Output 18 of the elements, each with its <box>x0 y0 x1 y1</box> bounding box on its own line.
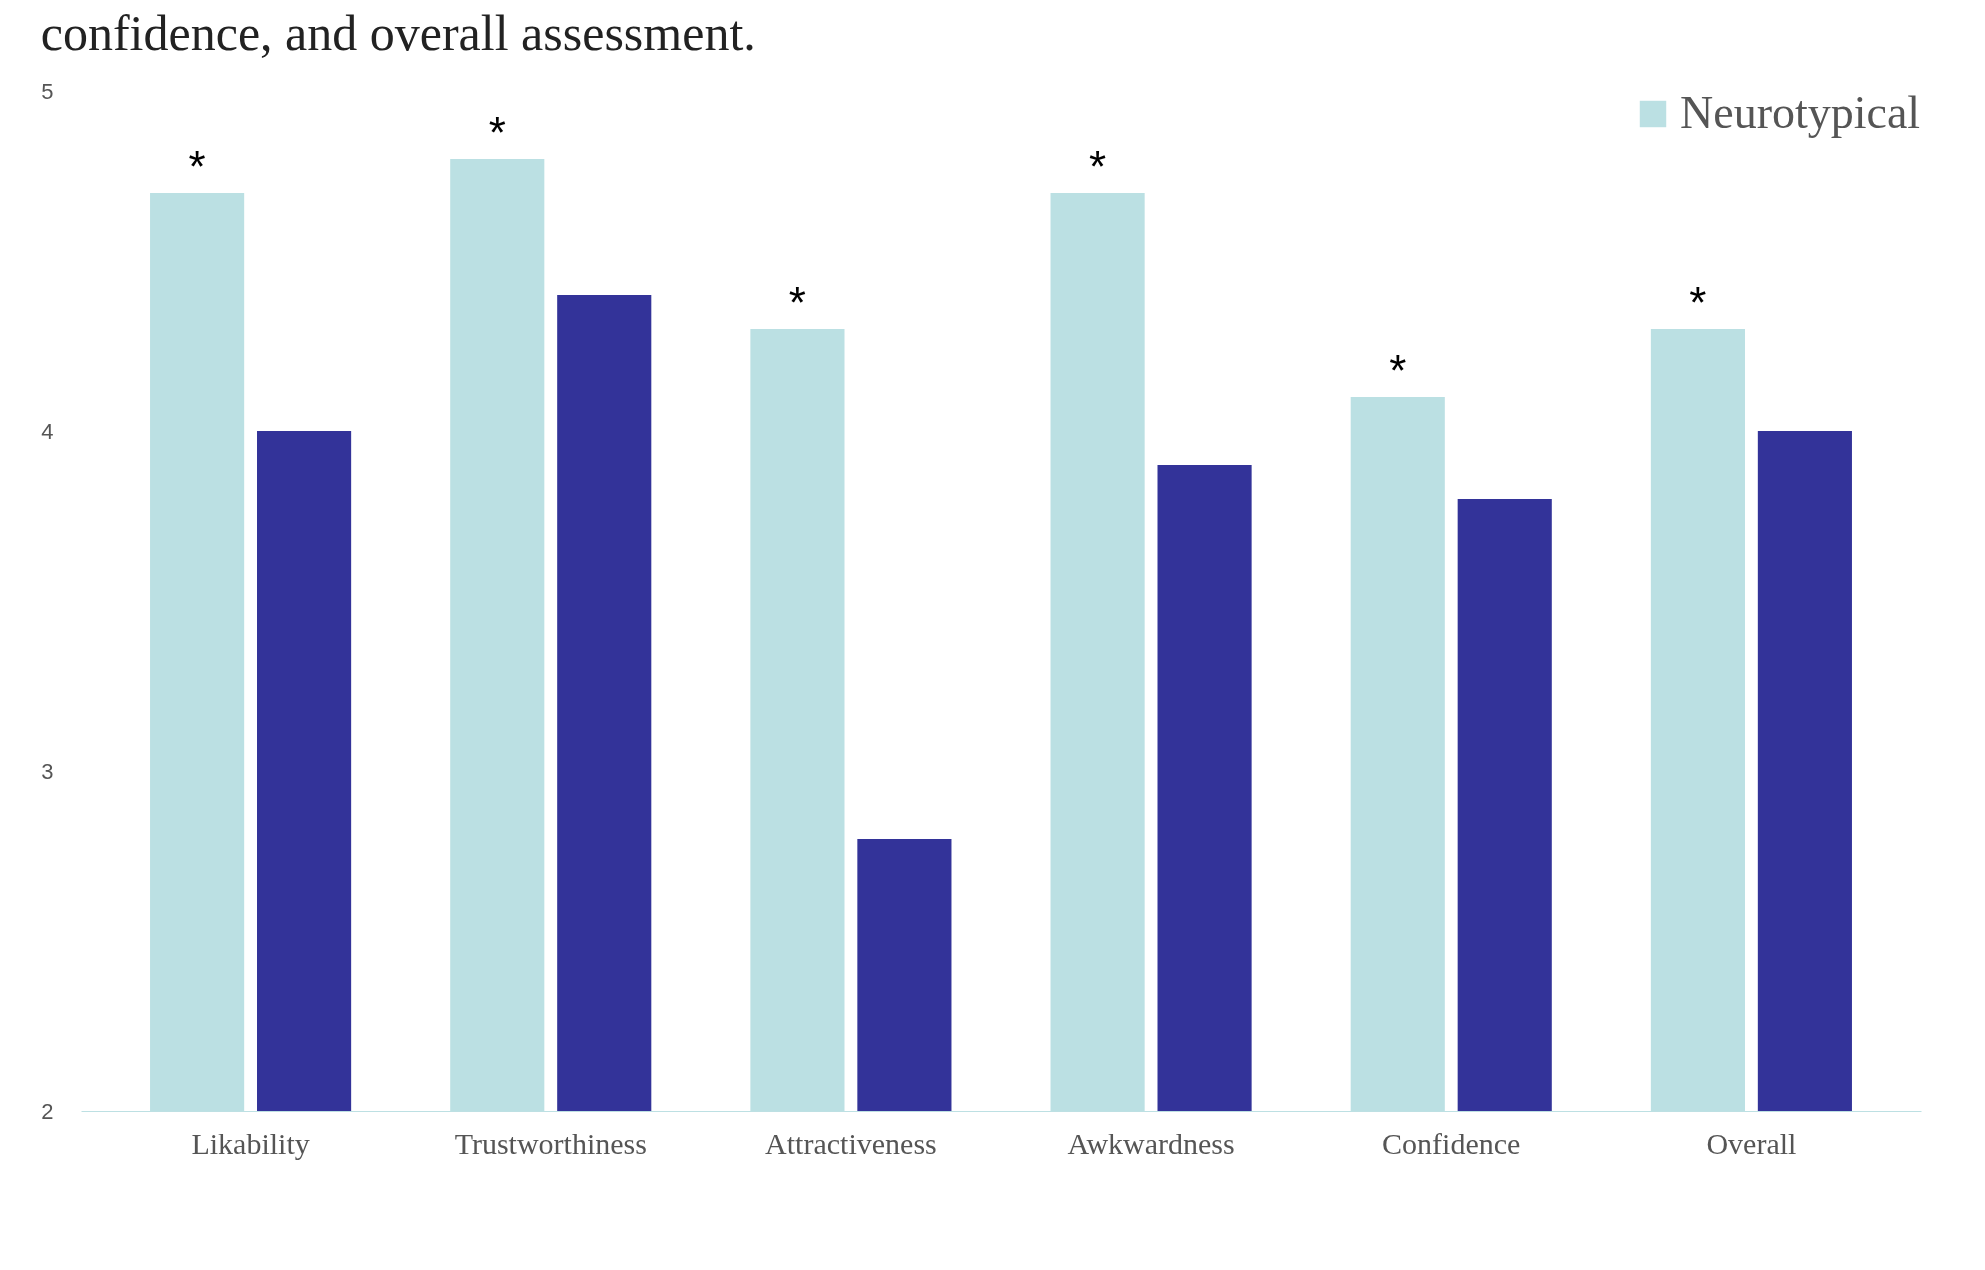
annotation: * <box>788 278 806 327</box>
x-tick-label: Overall <box>1706 1126 1797 1160</box>
annotation: * <box>1389 346 1407 395</box>
x-tick-label: Trustworthiness <box>454 1126 647 1160</box>
annotation: * <box>1689 278 1707 327</box>
chart-title: confidence, and overall assessment. <box>40 5 756 61</box>
annotation: * <box>488 108 506 157</box>
x-tick-label: Awkwardness <box>1067 1126 1235 1160</box>
legend-label: Neurotypical <box>1680 87 1921 138</box>
x-tick-label: Confidence <box>1382 1126 1521 1160</box>
x-tick-label: Likability <box>191 1126 310 1160</box>
y-tick-label: 4 <box>41 418 54 444</box>
y-tick-label: 2 <box>41 1098 54 1124</box>
y-tick-label: 5 <box>41 78 54 104</box>
annotation: * <box>1089 142 1107 191</box>
annotation: * <box>188 142 206 191</box>
x-tick-label: Attractiveness <box>765 1126 937 1160</box>
y-tick-label: 3 <box>41 758 54 784</box>
